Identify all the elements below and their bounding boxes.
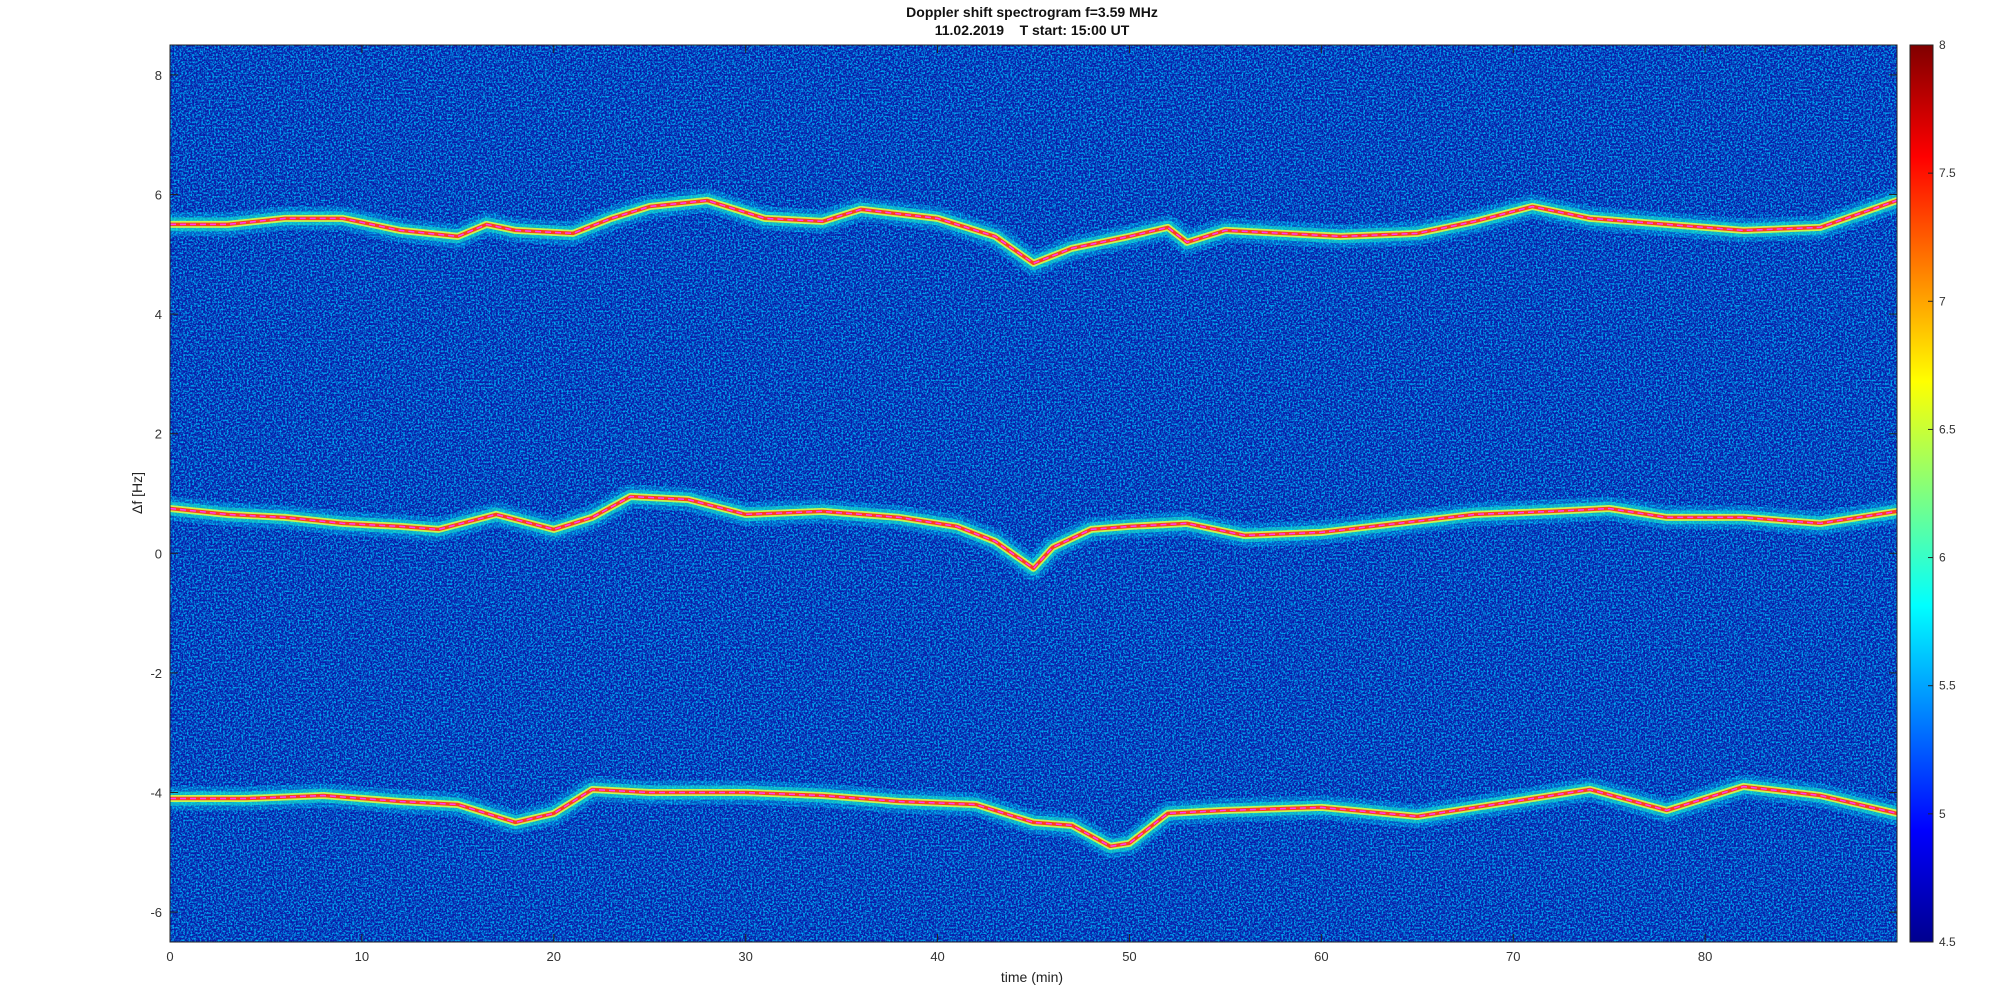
spectrogram-plot-area <box>170 45 1897 942</box>
y-axis-label: Δf [Hz] <box>129 472 145 514</box>
colorbar-tick-label: 5 <box>1939 807 1946 821</box>
colorbar-tick-label: 7.5 <box>1939 166 1956 180</box>
colorbar: 8 7.5 7 6.5 6 5.5 5 4.5 <box>1909 38 1956 949</box>
colorbar-tick-label: 5.5 <box>1939 679 1956 693</box>
chart-subtitle: 11.02.2019 T start: 15:00 UT <box>935 22 1130 38</box>
y-tick-label: -2 <box>150 666 162 681</box>
doppler-trace-bands <box>170 188 1897 859</box>
trace-3-band-4 <box>170 784 1897 849</box>
x-tick-label: 70 <box>1506 949 1520 964</box>
y-axis: 8 6 4 2 0 -2 -4 -6 <box>150 68 1897 920</box>
colorbar-tick-label: 6.5 <box>1939 422 1956 436</box>
y-tick-label: 8 <box>155 68 162 83</box>
y-tick-label: -6 <box>150 905 162 920</box>
trace-2-fit-line <box>170 495 1897 570</box>
x-tick-label: 40 <box>930 949 944 964</box>
x-tick-label: 0 <box>166 949 173 964</box>
chart-title: Doppler shift spectrogram f=3.59 MHz <box>906 4 1158 20</box>
x-tick-label: 60 <box>1314 949 1328 964</box>
y-tick-label: 0 <box>155 546 162 561</box>
trace-1-fit-line <box>170 199 1897 265</box>
x-axis-label: time (min) <box>1001 969 1063 985</box>
x-tick-label: 30 <box>738 949 752 964</box>
colorbar-gradient <box>1909 44 1934 943</box>
colorbar-tick-label: 6 <box>1939 551 1946 565</box>
x-tick-label: 20 <box>547 949 561 964</box>
x-tick-label: 80 <box>1698 949 1712 964</box>
colorbar-tick-label: 7 <box>1939 294 1946 308</box>
colorbar-ticks: 8 7.5 7 6.5 6 5.5 5 4.5 <box>1928 38 1956 949</box>
x-tick-label: 10 <box>355 949 369 964</box>
colorbar-tick-label: 4.5 <box>1939 935 1956 949</box>
x-tick-label: 50 <box>1122 949 1136 964</box>
y-tick-label: 2 <box>155 427 162 442</box>
x-axis: 0 10 20 30 40 50 60 70 80 <box>166 45 1712 964</box>
y-tick-label: 4 <box>155 307 162 322</box>
plot-frame <box>169 44 1898 943</box>
y-tick-label: -4 <box>150 786 162 801</box>
colorbar-tick-label: 8 <box>1939 38 1946 52</box>
y-tick-label: 6 <box>155 188 162 203</box>
